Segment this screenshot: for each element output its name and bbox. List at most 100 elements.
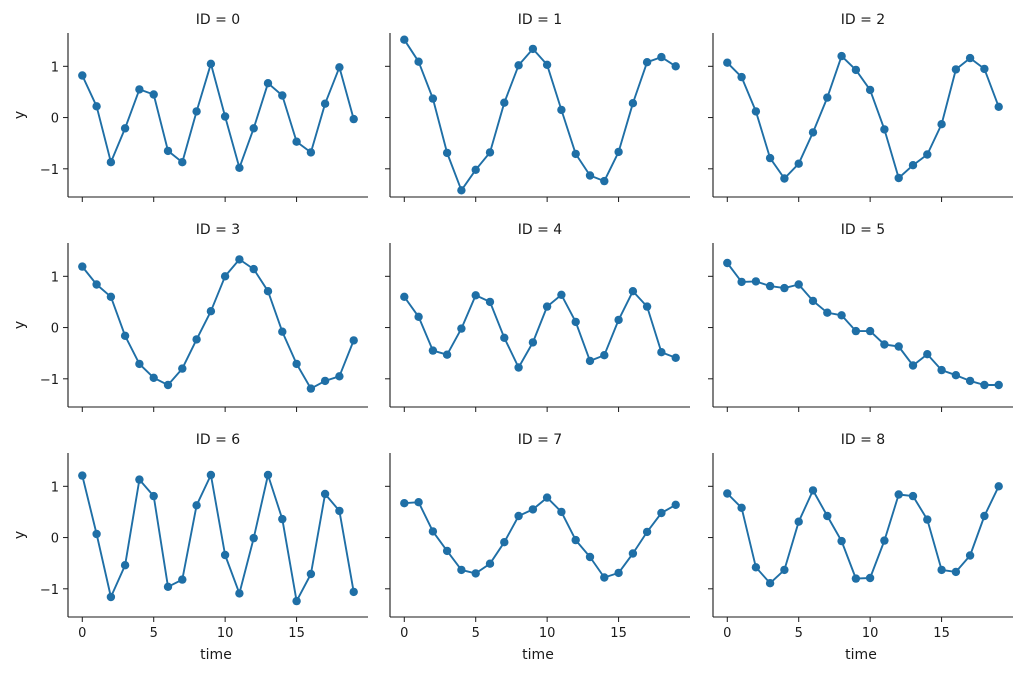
data-point	[880, 340, 889, 349]
data-point	[485, 559, 495, 568]
data-point	[249, 264, 258, 274]
data-point	[500, 538, 509, 547]
y-tick-label: −1	[40, 583, 59, 598]
data-point	[542, 493, 552, 502]
data-point	[320, 489, 330, 499]
data-point	[306, 384, 316, 393]
data-point	[106, 158, 116, 167]
data-point	[163, 146, 173, 156]
data-point	[865, 326, 875, 336]
data-point	[557, 507, 566, 517]
data-point	[335, 63, 344, 72]
facet-panel: ID = 8 0 5 10 15 time	[708, 432, 1013, 663]
data-point	[865, 85, 875, 95]
data-point	[751, 563, 761, 572]
data-point	[865, 573, 875, 583]
data-point	[542, 302, 552, 311]
x-axis-label: time	[845, 647, 877, 663]
facet-panel: ID = 2	[708, 12, 1013, 202]
data-point	[500, 98, 509, 107]
data-point	[292, 137, 301, 146]
data-point	[557, 105, 566, 115]
data-point	[823, 93, 832, 102]
data-point	[937, 565, 946, 575]
facet-panel: ID = 5	[708, 222, 1013, 412]
data-point	[235, 255, 244, 264]
y-tick-label: 0	[51, 322, 59, 337]
data-point	[808, 128, 818, 137]
data-point	[106, 292, 116, 301]
data-point	[306, 148, 316, 157]
data-point	[78, 262, 87, 271]
data-point	[614, 147, 623, 157]
data-point	[135, 475, 144, 484]
x-tick-label: 0	[400, 626, 408, 641]
data-point	[614, 315, 623, 325]
x-tick-label: 15	[288, 626, 305, 641]
data-point	[78, 471, 87, 480]
data-point	[671, 62, 680, 71]
data-point	[894, 490, 903, 499]
data-point	[278, 514, 287, 524]
data-point	[671, 353, 680, 362]
data-point	[657, 348, 666, 357]
x-tick-label: 5	[150, 626, 158, 641]
data-point	[485, 148, 495, 157]
data-point	[585, 356, 595, 366]
data-point	[542, 60, 552, 69]
panel-title: ID = 8	[841, 432, 885, 448]
data-point	[400, 292, 409, 301]
data-point	[278, 91, 287, 100]
data-point	[737, 277, 746, 287]
data-point	[880, 536, 889, 545]
data-point	[794, 159, 803, 168]
data-point	[320, 376, 330, 386]
facet-panel: ID = 3 −1 0 1 y	[12, 222, 368, 412]
data-point	[163, 582, 173, 591]
data-point	[220, 550, 230, 560]
data-point	[837, 536, 846, 546]
data-point	[428, 94, 438, 103]
data-point	[178, 575, 187, 584]
data-point	[349, 114, 358, 124]
data-point	[457, 186, 466, 195]
data-point	[923, 350, 932, 359]
data-point	[765, 579, 775, 588]
data-point	[600, 573, 609, 582]
data-point	[994, 482, 1003, 491]
x-tick-label: 10	[539, 626, 556, 641]
data-point	[628, 287, 638, 296]
data-point	[851, 326, 861, 336]
x-tick-label: 0	[78, 626, 86, 641]
data-point	[92, 280, 101, 289]
x-tick-label: 15	[610, 626, 627, 641]
data-point	[135, 85, 144, 94]
data-point	[994, 102, 1003, 112]
y-tick-label: 1	[51, 270, 59, 285]
data-point	[78, 71, 87, 80]
data-point	[937, 365, 946, 375]
data-point	[120, 124, 130, 133]
data-point	[585, 171, 595, 180]
data-point	[485, 297, 495, 307]
data-point	[306, 569, 316, 579]
data-point	[263, 79, 273, 88]
series-line	[403, 39, 677, 192]
series-line	[403, 290, 677, 369]
data-point	[442, 546, 452, 556]
data-point	[628, 549, 638, 558]
data-point	[263, 287, 273, 296]
y-tick-label: 1	[51, 60, 59, 75]
data-point	[471, 569, 480, 578]
data-point	[120, 561, 130, 570]
y-tick-label: −1	[40, 163, 59, 178]
data-point	[851, 65, 861, 75]
data-point	[628, 99, 638, 108]
data-point	[514, 61, 523, 70]
data-point	[149, 90, 158, 99]
data-point	[751, 107, 761, 116]
data-point	[980, 64, 989, 74]
data-point	[178, 364, 187, 373]
